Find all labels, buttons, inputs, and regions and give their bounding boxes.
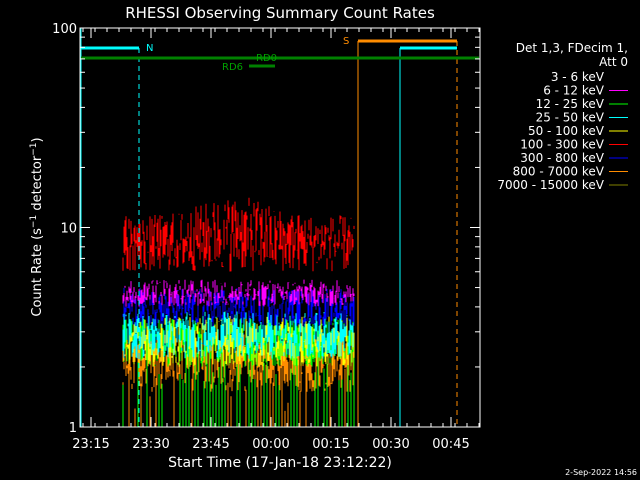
legend-label: 3 - 6 keV — [551, 70, 605, 84]
x-axis: 23:15 23:30 23:45 00:00 00:15 00:30 00:45 — [72, 28, 480, 452]
series-100-300-kev — [122, 197, 355, 272]
legend-label: 12 - 25 keV — [536, 97, 605, 111]
x-tick-label: 00:45 — [432, 437, 469, 452]
legend-label: 25 - 50 keV — [536, 111, 605, 125]
night-flag-label: N — [146, 43, 153, 54]
y-tick-label: 1 — [69, 421, 77, 436]
y-axis: 1 10 100 — [52, 22, 480, 436]
plot-content: N S RD0 RD6 — [80, 28, 479, 427]
chart-title: RHESSI Observing Summary Count Rates — [125, 4, 435, 22]
legend-header-1: Det 1,3, FDecim 1, — [516, 41, 628, 55]
legend-label: 50 - 100 keV — [528, 124, 605, 138]
y-axis-label: Count Rate (s−1 detector−1) — [29, 137, 45, 316]
rd0-flag-label: RD0 — [256, 53, 277, 64]
legend-label: 300 - 800 keV — [520, 151, 604, 165]
footer-date: 2-Sep-2022 14:56 — [565, 468, 637, 477]
series-trace — [122, 247, 355, 297]
y-tick-label: 10 — [60, 222, 77, 237]
flags: N S RD0 RD6 — [80, 28, 479, 427]
legend-label: 6 - 12 keV — [543, 84, 605, 98]
x-axis-label: Start Time (17-Jan-18 23:12:22) — [168, 455, 392, 471]
y-tick-label: 100 — [52, 22, 77, 37]
saa-flag-label: S — [343, 36, 349, 47]
x-tick-label: 00:15 — [312, 437, 349, 452]
x-tick-label: 23:15 — [72, 437, 109, 452]
series-trace — [122, 197, 355, 272]
x-tick-label: 23:45 — [192, 437, 229, 452]
rd6-flag-label: RD6 — [222, 62, 243, 73]
legend-header-2: Att 0 — [599, 55, 628, 69]
series-dropouts — [122, 337, 355, 427]
x-tick-label: 00:30 — [372, 437, 409, 452]
x-tick-label: 23:30 — [132, 437, 169, 452]
legend-label: 7000 - 15000 keV — [497, 178, 604, 192]
legend-label: 800 - 7000 keV — [513, 165, 605, 179]
legend-label: 100 - 300 keV — [520, 138, 604, 152]
series-3-6-kev — [122, 247, 355, 297]
x-tick-label: 00:00 — [252, 437, 289, 452]
